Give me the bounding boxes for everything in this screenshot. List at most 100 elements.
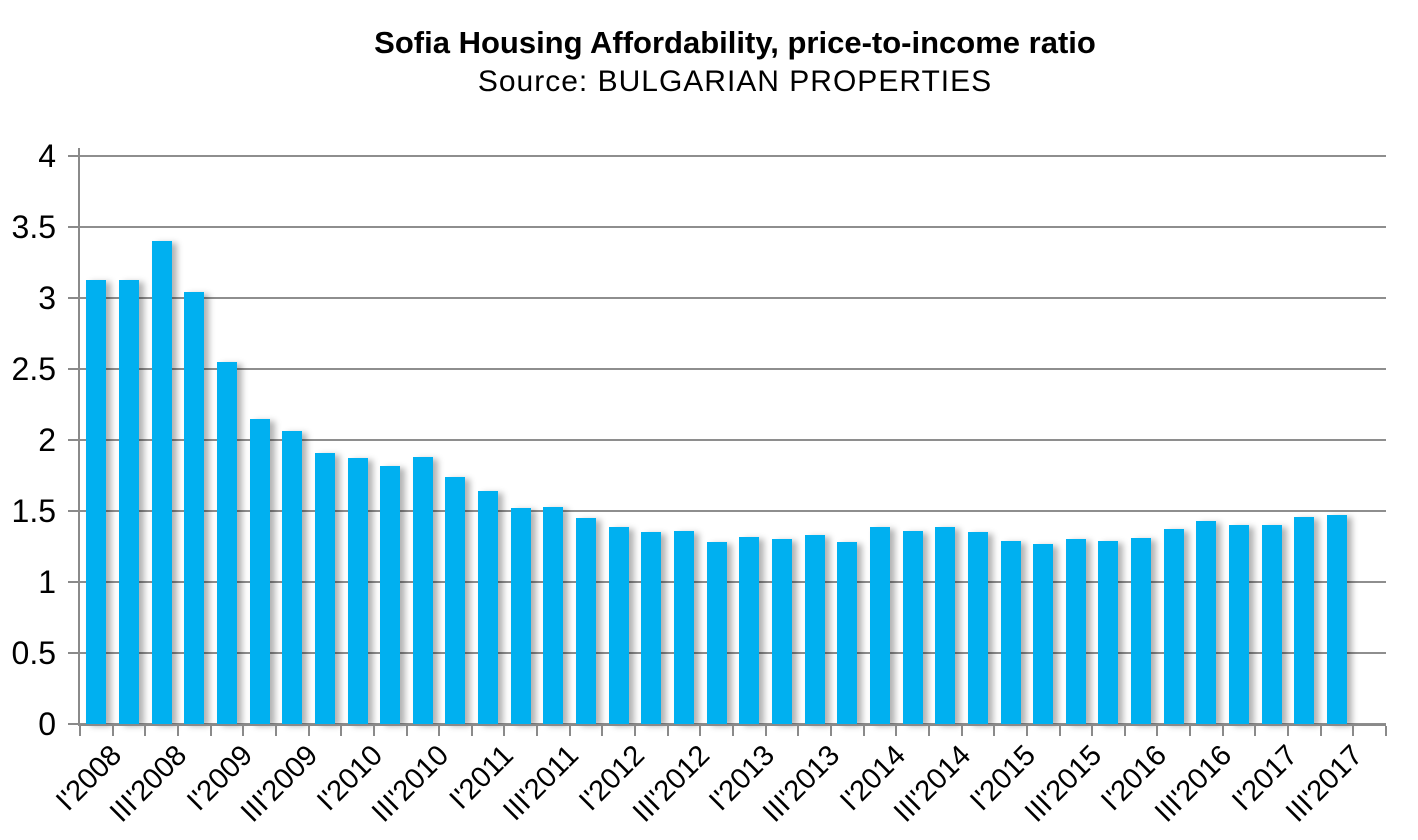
plot-area: 0 0.5 1 1.5 2 2.5 3 3.5 4 I'2008 III'2008 I'2009 III… bbox=[12, 140, 1387, 829]
y-gridline bbox=[80, 155, 1386, 157]
bar bbox=[249, 418, 270, 724]
bar bbox=[282, 431, 303, 724]
x-axis-tick bbox=[1091, 726, 1094, 736]
x-axis-tick bbox=[79, 726, 81, 736]
bar bbox=[1163, 529, 1184, 724]
bar bbox=[1229, 525, 1250, 724]
y-axis-tick bbox=[68, 510, 78, 512]
y-gridline bbox=[80, 581, 1386, 583]
x-axis-tick bbox=[634, 726, 637, 736]
x-axis-tick bbox=[1221, 726, 1224, 736]
x-axis-tick bbox=[1123, 726, 1126, 736]
bar bbox=[445, 476, 466, 724]
bar bbox=[837, 542, 858, 724]
y-axis-label: 3 bbox=[38, 280, 56, 316]
x-axis-tick bbox=[960, 726, 963, 736]
x-axis-tick bbox=[340, 726, 343, 736]
x-axis-tick bbox=[503, 726, 506, 736]
x-axis-tick bbox=[242, 726, 245, 736]
x-axis-tick bbox=[144, 726, 147, 736]
x-axis-tick bbox=[601, 726, 604, 736]
x-axis-tick bbox=[1025, 726, 1028, 736]
bar bbox=[1000, 540, 1021, 724]
x-axis-tick bbox=[862, 726, 865, 736]
x-axis-tick bbox=[829, 726, 832, 736]
bar bbox=[1131, 537, 1152, 724]
x-axis-tick bbox=[732, 726, 734, 736]
bar bbox=[935, 526, 956, 724]
bar bbox=[216, 361, 237, 724]
y-axis-label: 1 bbox=[38, 564, 56, 600]
bar bbox=[510, 508, 531, 724]
chart-subtitle: Source: BULGARIAN PROPERTIES bbox=[477, 65, 993, 98]
bar bbox=[902, 530, 923, 724]
y-axis-tick bbox=[68, 297, 78, 299]
x-axis-tick bbox=[536, 726, 539, 736]
bar bbox=[674, 530, 695, 724]
y-axis-tick bbox=[68, 155, 78, 157]
bar bbox=[314, 452, 335, 724]
bar bbox=[478, 491, 499, 724]
bar bbox=[543, 506, 564, 724]
x-axis-tick bbox=[666, 726, 669, 736]
bar bbox=[739, 536, 760, 724]
bar bbox=[1294, 516, 1315, 724]
x-axis-line bbox=[78, 724, 1386, 726]
bar bbox=[641, 532, 662, 724]
x-axis-tick bbox=[438, 726, 441, 736]
x-axis-tick bbox=[1287, 726, 1290, 736]
x-axis-tick bbox=[111, 726, 114, 736]
x-axis-tick bbox=[1156, 726, 1159, 736]
x-axis-tick bbox=[993, 726, 996, 736]
y-gridline bbox=[80, 510, 1386, 512]
x-axis-tick bbox=[699, 726, 702, 736]
bar bbox=[1196, 520, 1217, 724]
bar bbox=[184, 292, 205, 724]
y-axis-label: 2 bbox=[38, 422, 56, 458]
bar bbox=[1033, 543, 1054, 724]
x-axis-tick bbox=[274, 726, 277, 736]
y-axis-label: 0.5 bbox=[11, 635, 56, 671]
bar bbox=[608, 526, 629, 724]
y-axis-line bbox=[78, 148, 80, 724]
x-axis-tick bbox=[568, 726, 571, 736]
bar bbox=[86, 279, 107, 724]
chart-header: Sofia Housing Affordability, price-to-in… bbox=[60, 24, 1410, 102]
y-gridline bbox=[80, 226, 1386, 228]
y-axis-tick bbox=[68, 226, 78, 228]
bar bbox=[576, 518, 597, 724]
bar bbox=[804, 535, 825, 724]
bar bbox=[380, 465, 401, 724]
bar bbox=[869, 526, 890, 724]
bar bbox=[412, 457, 433, 724]
y-axis-label: 4 bbox=[38, 138, 56, 174]
x-axis-tick bbox=[372, 726, 375, 736]
y-axis-label: 1.5 bbox=[11, 493, 56, 529]
x-axis-tick bbox=[307, 726, 310, 736]
y-gridline bbox=[80, 652, 1386, 654]
x-axis-tick bbox=[1385, 726, 1387, 736]
bar bbox=[706, 542, 727, 724]
y-gridline bbox=[80, 439, 1386, 441]
x-axis-tick bbox=[1254, 726, 1257, 736]
x-axis-tick bbox=[1319, 726, 1322, 736]
x-axis-tick bbox=[1189, 726, 1192, 736]
x-axis-tick bbox=[209, 726, 212, 736]
bar bbox=[967, 532, 988, 724]
x-axis-tick bbox=[1058, 726, 1061, 736]
y-gridline bbox=[80, 297, 1386, 299]
x-axis-tick bbox=[764, 726, 767, 736]
y-axis-label: 3.5 bbox=[11, 209, 56, 245]
bar bbox=[1327, 515, 1348, 724]
x-axis-tick bbox=[797, 726, 800, 736]
y-axis-tick bbox=[68, 652, 78, 654]
bar bbox=[771, 539, 792, 724]
x-axis-tick bbox=[927, 726, 930, 736]
y-axis-tick bbox=[68, 439, 78, 441]
x-axis-tick bbox=[176, 726, 179, 736]
x-axis-tick bbox=[1352, 726, 1355, 736]
bar bbox=[1065, 539, 1086, 724]
bar bbox=[1261, 525, 1282, 724]
x-axis-tick bbox=[470, 726, 473, 736]
bar bbox=[151, 241, 172, 724]
